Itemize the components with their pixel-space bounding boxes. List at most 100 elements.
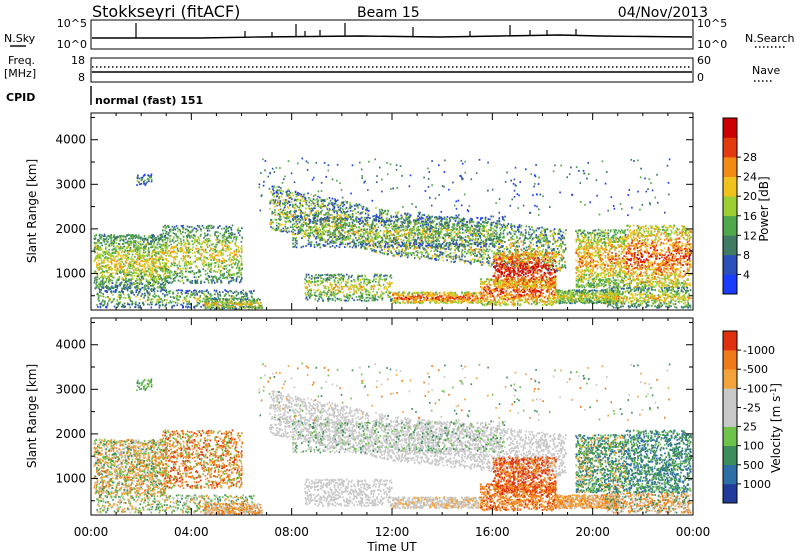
range-cell	[138, 285, 140, 287]
range-cell	[106, 278, 108, 280]
nave-label: Nave	[752, 64, 780, 77]
range-cell	[126, 242, 128, 244]
range-cell	[219, 276, 221, 278]
range-cell	[148, 247, 150, 249]
range-cell	[166, 231, 168, 233]
range-cell	[101, 285, 103, 287]
range-cell	[128, 238, 130, 240]
range-cell	[147, 284, 149, 286]
freq-panel-frame	[91, 58, 693, 82]
range-cell	[96, 246, 98, 248]
range-cell	[193, 261, 195, 263]
range-cell	[123, 286, 125, 288]
range-cell	[139, 271, 141, 273]
range-cell	[200, 257, 202, 259]
range-cell	[130, 247, 132, 249]
range-cell	[175, 229, 177, 231]
range-cell	[161, 284, 163, 286]
range-cell	[147, 274, 149, 276]
range-cell	[213, 259, 215, 261]
range-cell	[153, 279, 155, 281]
range-cell	[111, 280, 113, 282]
range-cell	[168, 266, 170, 268]
range-cell	[230, 252, 232, 254]
range-cell	[153, 273, 155, 275]
range-cell	[102, 276, 104, 278]
range-cell	[140, 236, 142, 238]
range-cell	[148, 235, 150, 237]
range-cell	[182, 268, 184, 270]
range-cell	[115, 273, 117, 275]
range-cell	[180, 233, 182, 235]
range-cell	[192, 252, 194, 254]
range-cell	[142, 268, 144, 270]
range-cell	[122, 271, 124, 273]
range-cell	[163, 275, 165, 277]
range-cell	[135, 237, 137, 239]
range-cell	[135, 269, 137, 271]
range-cell	[157, 286, 159, 288]
range-cell	[224, 277, 226, 279]
range-cell	[116, 279, 118, 281]
range-cell	[176, 265, 178, 267]
range-cell	[160, 246, 162, 248]
range-cell	[136, 263, 138, 265]
range-cell	[137, 245, 139, 247]
nave-tick-bottom: 0	[697, 71, 704, 84]
range-cell	[130, 279, 132, 281]
range-cell	[137, 254, 139, 256]
range-cell	[121, 235, 123, 237]
range-cell	[241, 237, 243, 239]
range-cell	[194, 239, 196, 241]
range-cell	[139, 283, 141, 285]
range-cell	[214, 262, 216, 264]
range-cell	[126, 269, 128, 271]
freq-tick-top: 18	[71, 54, 85, 67]
range-cell	[155, 258, 157, 260]
range-cell	[185, 255, 187, 257]
range-cell	[167, 239, 169, 241]
range-cell	[114, 234, 116, 236]
range-cell	[150, 282, 152, 284]
range-cell	[135, 272, 137, 274]
range-cell	[100, 254, 102, 256]
range-cell	[154, 262, 156, 264]
range-cell	[133, 269, 135, 271]
range-cell	[128, 264, 130, 266]
range-cell	[125, 238, 127, 240]
range-cell	[95, 278, 97, 280]
range-cell	[114, 238, 116, 240]
range-cell	[121, 250, 123, 252]
range-cell	[159, 262, 161, 264]
range-cell	[112, 272, 114, 274]
range-cell	[143, 275, 145, 277]
range-cell	[220, 240, 222, 242]
range-cell	[161, 239, 163, 241]
range-cell	[108, 261, 110, 263]
range-cell	[133, 235, 135, 237]
range-cell	[111, 259, 113, 261]
range-cell	[110, 255, 112, 257]
noise-tick-bottom-right: 10^0	[697, 38, 727, 51]
range-cell	[140, 241, 142, 243]
range-cell	[150, 267, 152, 269]
range-cell	[167, 246, 169, 248]
range-cell	[222, 247, 224, 249]
date-title: 04/Nov/2013	[618, 5, 708, 21]
range-cell	[143, 252, 145, 254]
station-title: Stokkseyri (fitACF)	[92, 2, 240, 21]
range-cell	[127, 274, 129, 276]
range-cell	[116, 271, 118, 273]
range-cell	[145, 270, 147, 272]
range-cell	[217, 271, 219, 273]
range-cell	[133, 271, 135, 273]
range-cell	[120, 272, 122, 274]
range-cell	[131, 265, 133, 267]
range-cell	[132, 250, 134, 252]
range-cell	[94, 288, 96, 290]
range-cell	[108, 238, 110, 240]
range-cell	[143, 261, 145, 263]
range-cell	[178, 242, 180, 244]
range-cell	[153, 242, 155, 244]
range-cell	[108, 269, 110, 271]
